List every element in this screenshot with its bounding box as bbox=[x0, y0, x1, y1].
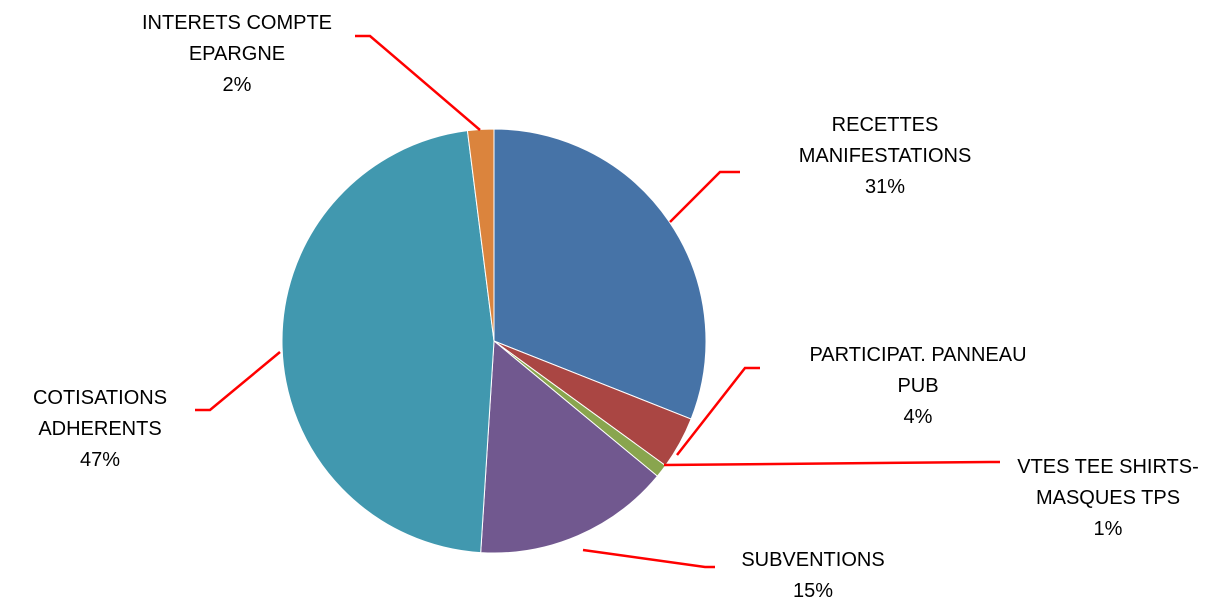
category-label: SUBVENTIONS bbox=[741, 549, 885, 571]
leader-line bbox=[669, 170, 740, 223]
value-label: 31% bbox=[864, 176, 906, 198]
value-label: 2% bbox=[222, 74, 252, 96]
value-label: 1% bbox=[1093, 518, 1123, 540]
leader-line bbox=[195, 351, 281, 412]
value-label: 47% bbox=[79, 449, 121, 471]
leader-line bbox=[582, 548, 715, 569]
slice-label: SUBVENTIONS 15% bbox=[703, 545, 923, 607]
category-label: PARTICIPAT. PANNEAU PUB bbox=[809, 344, 1027, 397]
pie-slice bbox=[493, 128, 707, 420]
value-label: 4% bbox=[903, 406, 933, 428]
leader-line bbox=[663, 460, 1000, 467]
category-label: COTISATIONS ADHERENTS bbox=[32, 387, 168, 440]
pie-slice bbox=[281, 130, 495, 554]
slice-label: VTES TEE SHIRTS-MASQUES TPS 1% bbox=[993, 452, 1222, 545]
slice-label: INTERETS COMPTE EPARGNE 2% bbox=[107, 8, 367, 101]
value-label: 15% bbox=[792, 580, 834, 602]
leader-line bbox=[676, 366, 760, 456]
leader-line bbox=[355, 34, 481, 131]
category-label: INTERETS COMPTE EPARGNE bbox=[141, 12, 332, 65]
category-label: RECETTES MANIFESTATIONS bbox=[798, 114, 972, 167]
pie-slice bbox=[466, 128, 495, 342]
slice-label: PARTICIPAT. PANNEAU PUB 4% bbox=[793, 340, 1043, 433]
pie-slice bbox=[480, 339, 659, 554]
category-label: VTES TEE SHIRTS-MASQUES TPS bbox=[1017, 456, 1199, 509]
slice-label: COTISATIONS ADHERENTS 47% bbox=[5, 383, 195, 476]
slice-label: RECETTES MANIFESTATIONS 31% bbox=[785, 110, 985, 203]
